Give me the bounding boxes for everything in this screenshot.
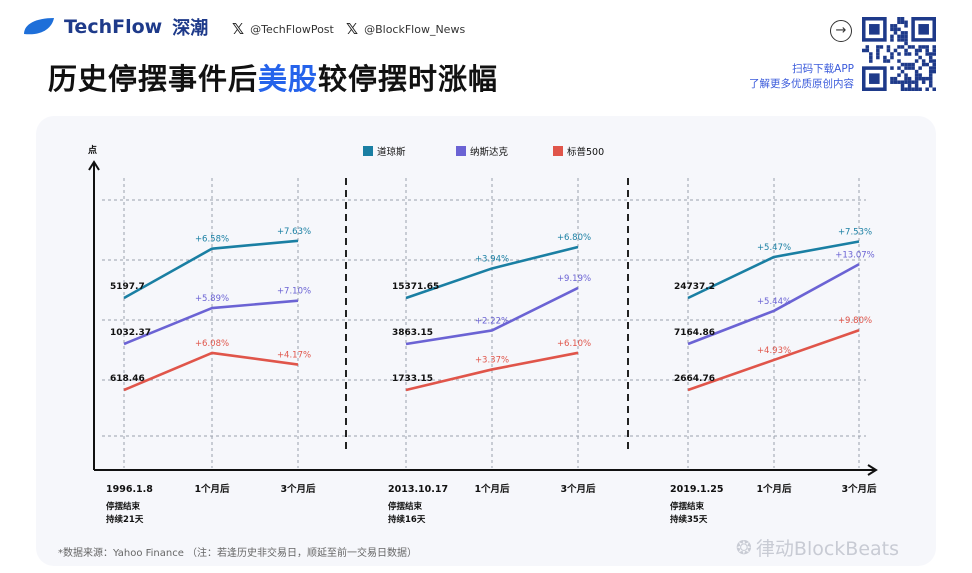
start-value-label: 5197.7 [110,282,145,292]
data-source-note: *数据来源：Yahoo Finance （注：若逢历史非交易日，顺延至前一交易日… [58,548,418,559]
pct-change-label: +7.53% [838,228,872,238]
pct-change-label: +6.58% [195,235,229,245]
start-value-label: 24737.2 [674,282,715,292]
y-axis-arrow [88,160,100,171]
pct-change-label: +13.07% [835,250,875,260]
x-logo-icon: 𝕏 [346,20,359,38]
brand-mark-icon [24,18,54,35]
series-line-标普500 [405,351,579,392]
start-value-label: 1733.15 [392,374,433,384]
series-line-标普500 [687,328,860,392]
start-value-label: 618.46 [110,374,145,384]
legend-swatch [553,146,563,156]
twitter-link-blockflow[interactable]: 𝕏 @BlockFlow_News [346,20,465,38]
pct-change-label: +3.94% [475,254,509,264]
pct-change-label: +3.37% [475,355,509,365]
pct-change-label: +6.08% [195,339,229,349]
x-tick-label: 1个月后 [194,483,230,495]
legend-swatch [456,146,466,156]
watermark-logo-icon: ❂ [736,536,752,559]
x-tick-label: 2019.1.25 [670,484,724,495]
twitter-handle: @TechFlowPost [250,22,334,36]
watermark: ❂ 律动BlockBeats [736,536,900,561]
y-axis-label: 点 [88,144,97,156]
twitter-link-techflow[interactable]: 𝕏 @TechFlowPost [232,20,334,38]
qr-code-icon[interactable] [862,17,936,91]
start-value-label: 2664.76 [674,374,715,384]
shutdown-note-line2: 持续21天 [106,514,144,525]
brand-logo[interactable]: TechFlow 深潮 [22,14,208,40]
title-highlight: 美股 [258,62,319,96]
pct-change-label: +9.19% [557,274,591,284]
start-value-label: 15371.65 [392,282,439,292]
x-tick-label: 1996.1.8 [106,484,153,495]
x-tick-label: 2013.10.17 [388,484,448,495]
series-line-纳斯达克 [123,299,299,346]
pct-change-label: +7.10% [277,287,311,297]
series-line-纳斯达克 [405,286,579,346]
pct-change-label: +7.63% [277,227,311,237]
twitter-handle: @BlockFlow_News [364,22,466,36]
brand-name: TechFlow [64,16,163,38]
start-value-label: 7164.86 [674,328,715,338]
x-tick-label: 1个月后 [474,483,510,495]
legend-item-label: 纳斯达克 [470,146,509,158]
pct-change-label: +9.80% [838,316,872,326]
header: TechFlow 深潮 𝕏 @TechFlowPost 𝕏 @BlockFlow… [0,0,972,115]
chart-card: 点 道琼斯 纳斯达克 标普500 1996.1.8 1个月后 3个月后停摆结束持续21天 51… [36,116,936,566]
pct-change-label: +5.47% [757,243,791,253]
legend-item-label: 道琼斯 [377,146,406,158]
pct-change-label: +6.80% [557,233,591,243]
shutdown-note-line2: 持续16天 [388,514,426,525]
start-value-label: 1032.37 [110,328,151,338]
shutdown-note-line1: 停摆结束 [106,501,141,512]
x-tick-label: 3个月后 [560,483,596,495]
x-tick-label: 1个月后 [756,483,792,495]
legend-swatch [363,146,373,156]
arrow-right-icon[interactable]: → [830,20,852,42]
start-value-label: 3863.15 [392,328,433,338]
page-title: 历史停摆事件后美股较停摆时涨幅 [48,62,499,96]
shutdown-note-line2: 持续35天 [670,514,708,525]
x-tick-label: 3个月后 [841,483,877,495]
series-line-纳斯达克 [687,263,860,346]
legend-item-label: 标普500 [567,146,604,158]
pct-change-label: +4.17% [277,351,311,361]
pct-change-label: +5.89% [195,294,229,304]
shutdown-note-line1: 停摆结束 [388,501,423,512]
series-line-道琼斯 [687,240,860,300]
x-tick-label: 3个月后 [280,483,316,495]
shutdown-note-line1: 停摆结束 [670,501,705,512]
brand-name-cn: 深潮 [172,18,209,39]
x-logo-icon: 𝕏 [232,20,245,38]
pct-change-label: +2.22% [475,316,509,326]
series-line-道琼斯 [123,239,299,300]
pct-change-label: +4.93% [757,346,791,356]
x-axis-arrow [867,464,878,476]
pct-change-label: +6.10% [557,339,591,349]
series-line-标普500 [123,351,299,392]
pct-change-label: +5.44% [757,297,791,307]
qr-caption: 扫码下载APP 了解更多优质原创内容 [749,63,854,90]
series-line-道琼斯 [405,245,579,300]
